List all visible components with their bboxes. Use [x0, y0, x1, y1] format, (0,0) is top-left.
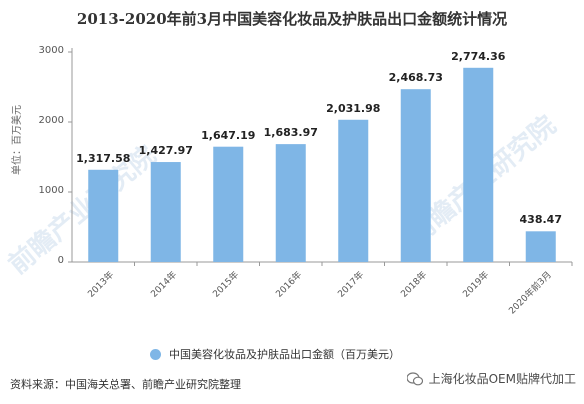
source-note: 资料来源：中国海关总署、前瞻产业研究院整理	[10, 378, 241, 391]
bar-2020年前3月	[525, 231, 556, 262]
brand-mark: 上海化妆品OEM贴牌代加工	[406, 370, 576, 387]
legend-label: 中国美容化妆品及护肤品出口金额（百万美元）	[169, 348, 400, 361]
y-tick-label: 1000	[38, 185, 64, 196]
data-label: 438.47	[519, 213, 562, 227]
data-label: 1,683.97	[263, 126, 318, 140]
y-tick-label: 2000	[38, 115, 64, 126]
bar-2014年	[150, 162, 181, 262]
data-label: 2,468.73	[388, 71, 443, 85]
bar-2013年	[88, 169, 119, 262]
bar-2016年	[275, 144, 306, 262]
bar-2015年	[213, 146, 244, 262]
y-tick-label: 3000	[38, 45, 64, 56]
legend: 中国美容化妆品及护肤品出口金额（百万美元）	[150, 346, 400, 362]
y-tick-label: 0	[57, 255, 64, 266]
wechat-icon	[406, 371, 423, 385]
legend-swatch	[150, 348, 161, 360]
data-label: 1,647.19	[201, 128, 256, 142]
data-label: 1,427.97	[138, 144, 193, 158]
bar-2018年	[400, 89, 431, 262]
bar-2017年	[338, 119, 369, 262]
chart-title: 2013-2020年前3月中国美容化妆品及护肤品出口金额统计情况	[76, 10, 508, 28]
bar-2019年	[463, 67, 494, 262]
brand-text: 上海化妆品OEM贴牌代加工	[428, 372, 576, 386]
data-label: 1,317.58	[76, 151, 131, 165]
data-label: 2,031.98	[326, 101, 381, 115]
data-label: 2,774.36	[451, 49, 506, 63]
